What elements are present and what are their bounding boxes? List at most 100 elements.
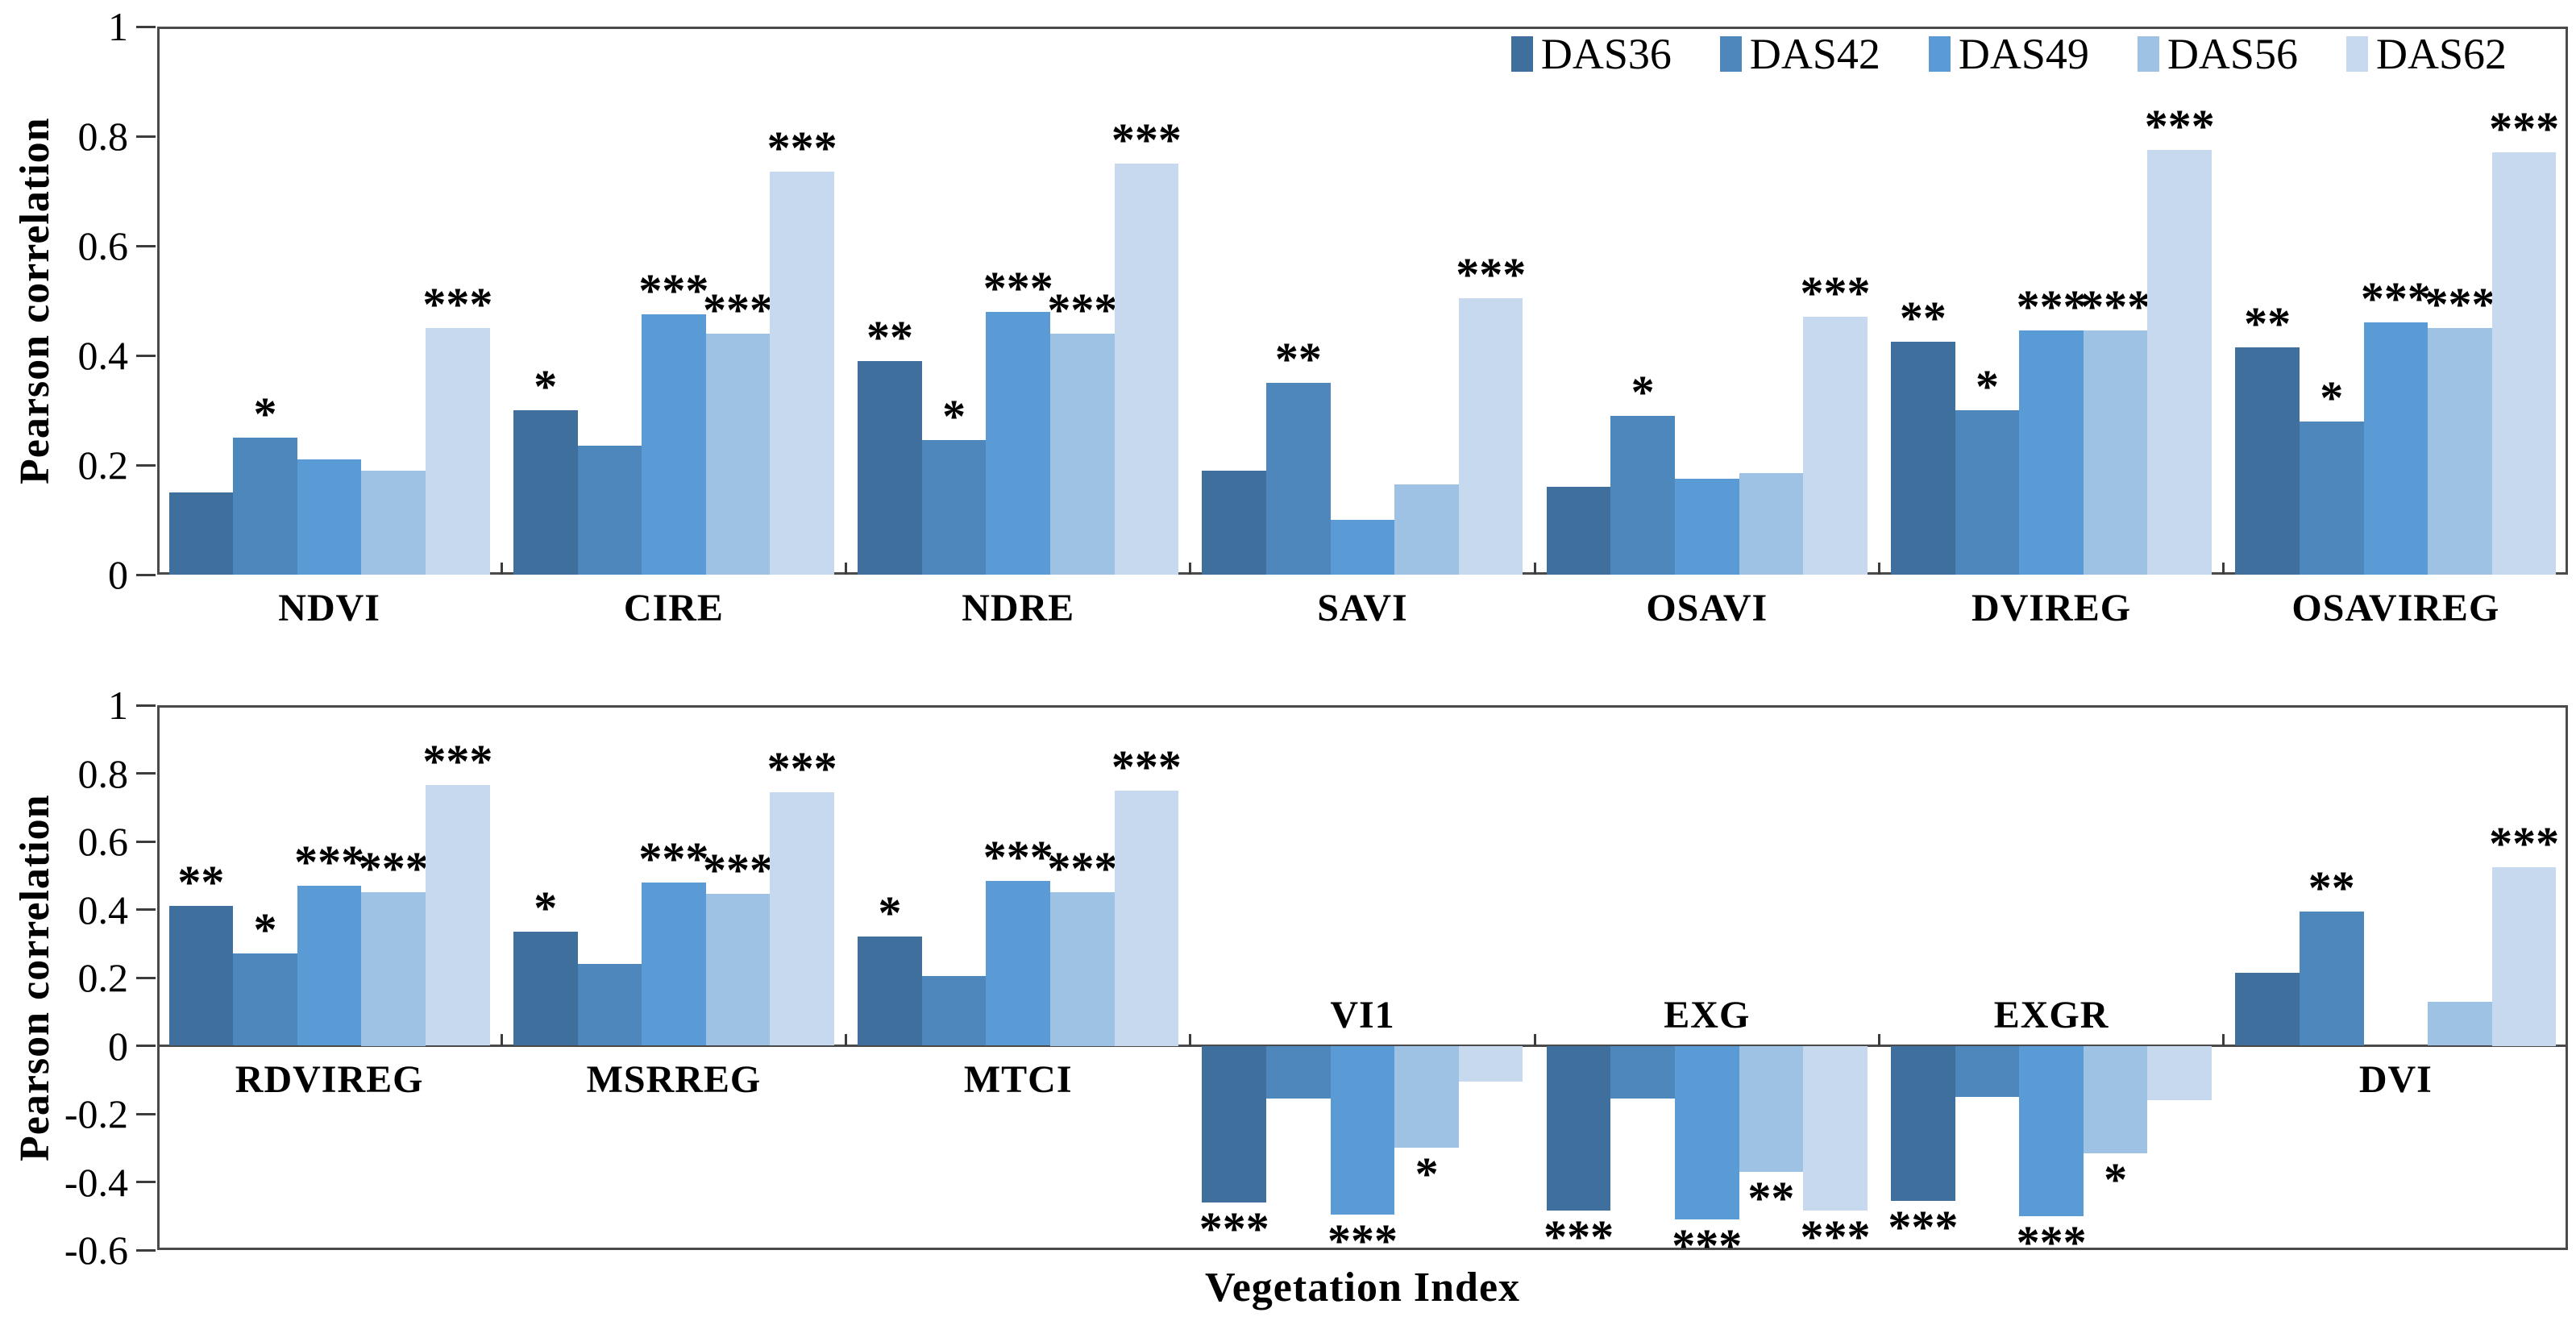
bar — [361, 892, 426, 1046]
bar — [513, 410, 578, 575]
legend-item: DAS49 — [1928, 32, 2089, 76]
category-label: MSRREG — [586, 1057, 762, 1101]
bar — [2363, 322, 2429, 575]
bar — [168, 492, 234, 575]
significance-stars: *** — [767, 741, 837, 795]
significance-stars: * — [2320, 371, 2344, 424]
group-boundary-tick — [1877, 1033, 1880, 1046]
bar — [2491, 152, 2557, 575]
significance-stars: * — [942, 390, 966, 443]
bar — [1050, 333, 1115, 575]
legend-swatch — [1510, 36, 1533, 72]
y-tick-mark — [136, 1181, 156, 1183]
category-label: RDVIREG — [235, 1057, 424, 1101]
bar — [2147, 150, 2212, 575]
group-boundary-tick — [1877, 563, 1880, 575]
y-tick-mark — [136, 772, 156, 775]
significance-stars: *** — [638, 832, 709, 885]
bar — [770, 172, 834, 575]
y-tick-mark — [136, 704, 156, 707]
legend-item: DAS36 — [1510, 30, 1672, 78]
group-boundary-tick — [1533, 563, 1536, 575]
bar — [1955, 1045, 2020, 1097]
y-tick-mark — [136, 840, 156, 843]
y-tick-label: 0.8 — [77, 114, 129, 159]
category-label: EXG — [1664, 993, 1751, 1036]
y-tick-label: 0.8 — [77, 750, 129, 796]
y-tick-mark — [136, 976, 156, 979]
category-label: OSAVIREG — [2291, 587, 2500, 629]
legend-swatch — [1719, 36, 1742, 72]
significance-stars: * — [1415, 1148, 1439, 1201]
group-boundary-tick — [845, 1033, 848, 1046]
bar — [2428, 328, 2492, 575]
significance-stars: *** — [1111, 740, 1182, 793]
bar — [426, 328, 490, 575]
category-label: OSAVI — [1646, 587, 1768, 629]
bar — [2019, 1045, 2084, 1216]
significance-stars: *** — [1456, 247, 1527, 301]
significance-stars: *** — [422, 735, 493, 788]
significance-stars: *** — [2360, 272, 2431, 326]
y-tick-mark — [136, 25, 156, 28]
significance-stars: *** — [2489, 102, 2560, 156]
legend-label: DAS56 — [2167, 30, 2298, 78]
bar — [1330, 520, 1395, 575]
bar — [921, 975, 987, 1046]
significance-stars: * — [534, 881, 558, 934]
legend: DAS36 DAS42 DAS49 DAS56 DAS62 — [1510, 30, 2507, 78]
bar — [1458, 297, 1523, 575]
bar — [642, 314, 706, 575]
legend-label: DAS36 — [1540, 30, 1672, 78]
bar — [1546, 487, 1611, 575]
y-tick-mark — [136, 908, 156, 911]
legend-label: DAS62 — [2375, 30, 2507, 78]
y-tick-label: 0 — [108, 552, 128, 597]
y-tick-label: 0 — [108, 1023, 128, 1069]
significance-stars: * — [2104, 1153, 2128, 1206]
significance-stars: * — [534, 360, 558, 413]
group-boundary-tick — [2222, 563, 2225, 575]
significance-stars: ** — [2308, 861, 2355, 914]
y-tick-mark — [136, 244, 156, 247]
bar — [770, 791, 834, 1046]
bar — [2147, 1045, 2212, 1101]
bar — [2299, 911, 2364, 1046]
bar — [1330, 1045, 1395, 1215]
group-boundary-tick — [1189, 563, 1192, 575]
bar — [2299, 421, 2364, 575]
significance-stars: * — [253, 903, 277, 957]
significance-stars: ** — [1899, 292, 1947, 344]
bar — [513, 931, 578, 1046]
group-boundary-tick — [2222, 1033, 2225, 1046]
y-tick-mark — [136, 573, 156, 576]
y-tick-mark — [136, 135, 156, 138]
y-tick-label: 0.6 — [77, 819, 129, 864]
group-boundary-tick — [500, 563, 503, 575]
significance-stars: *** — [983, 830, 1053, 883]
y-tick-label: -0.2 — [64, 1091, 128, 1136]
bar — [1674, 1045, 1739, 1219]
bar — [1891, 1045, 1955, 1201]
y-tick-label: 1 — [108, 683, 128, 728]
bar — [1202, 1045, 1267, 1202]
y-tick-label: 0.2 — [77, 442, 129, 488]
bar — [233, 953, 297, 1046]
bar — [1674, 479, 1739, 575]
y-tick-mark — [136, 1248, 156, 1252]
y-tick-label: 0.4 — [77, 887, 129, 932]
category-label: DVIREG — [1971, 587, 2132, 629]
bar — [705, 894, 771, 1046]
significance-stars: *** — [767, 122, 837, 175]
significance-stars: *** — [1111, 114, 1182, 166]
significance-stars: ** — [1747, 1171, 1795, 1224]
legend-swatch — [2137, 36, 2159, 72]
significance-stars: ** — [866, 310, 913, 363]
significance-stars: *** — [2424, 278, 2495, 330]
significance-stars: *** — [1327, 1214, 1398, 1267]
category-label: CIRE — [623, 587, 724, 629]
bar — [1202, 470, 1267, 575]
significance-stars: *** — [703, 844, 774, 897]
x-axis-title: Vegetation Index — [1204, 1265, 1521, 1310]
bar — [2235, 972, 2300, 1046]
